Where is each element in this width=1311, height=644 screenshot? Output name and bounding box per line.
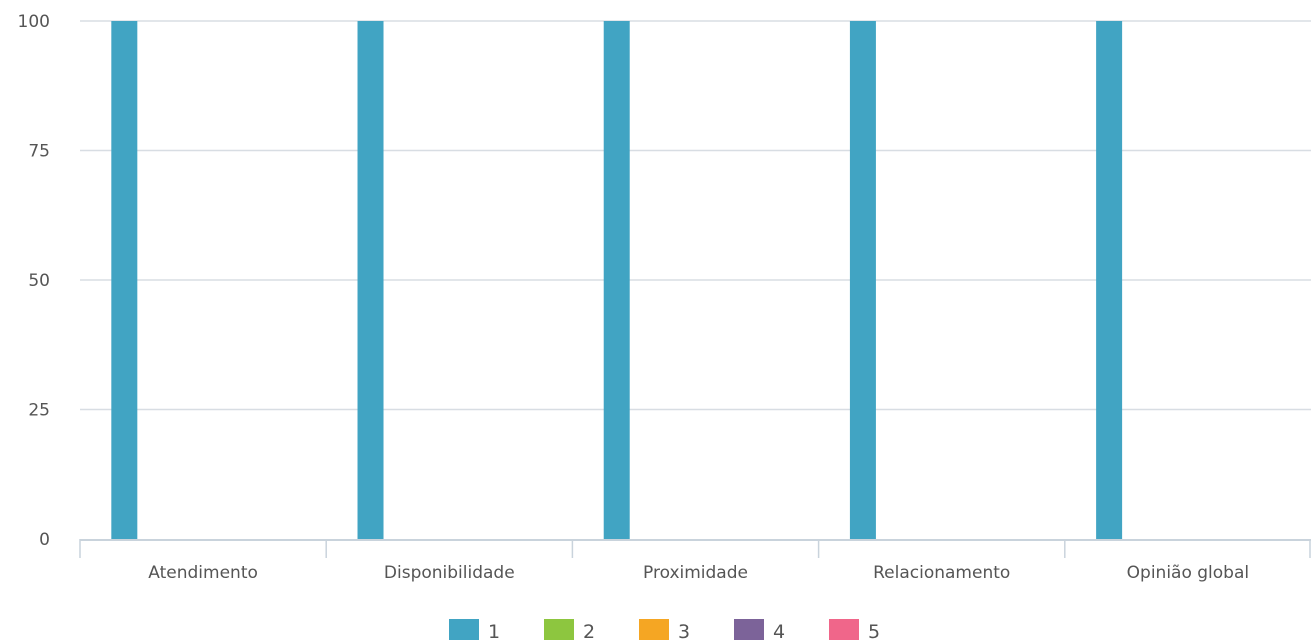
grid-lines xyxy=(80,20,1311,411)
bar-1-3[interactable] xyxy=(849,21,876,539)
y-tick-label: 75 xyxy=(28,142,50,162)
legend-label-1[interactable]: 1 xyxy=(488,621,500,643)
legend-swatch-3[interactable] xyxy=(639,619,669,640)
bar-1-1[interactable] xyxy=(357,21,384,539)
y-tick-label: 25 xyxy=(28,401,50,421)
x-axis xyxy=(79,539,1311,558)
legend: 1 2 3 4 5 xyxy=(449,619,880,643)
bar-1-2[interactable] xyxy=(603,21,630,539)
legend-label-3[interactable]: 3 xyxy=(678,621,690,643)
legend-label-2[interactable]: 2 xyxy=(583,621,595,643)
bars xyxy=(111,21,1123,539)
x-tick-label: Relacionamento xyxy=(873,563,1010,583)
y-tick-label: 0 xyxy=(39,530,50,550)
legend-label-4[interactable]: 4 xyxy=(773,621,785,643)
bar-1-4[interactable] xyxy=(1096,21,1123,539)
x-tick-label: Opinião global xyxy=(1127,563,1249,583)
y-tick-label: 50 xyxy=(28,271,50,291)
legend-swatch-4[interactable] xyxy=(734,619,764,640)
legend-swatch-1[interactable] xyxy=(449,619,479,640)
legend-swatch-5[interactable] xyxy=(829,619,859,640)
legend-swatch-2[interactable] xyxy=(544,619,574,640)
x-axis-labels: Atendimento Disponibilidade Proximidade Rel… xyxy=(148,563,1249,583)
y-axis-labels: 0 25 50 75 100 xyxy=(18,12,50,550)
x-tick-label: Proximidade xyxy=(643,563,748,583)
x-tick-label: Disponibilidade xyxy=(384,563,515,583)
x-tick-label: Atendimento xyxy=(148,563,258,583)
y-tick-label: 100 xyxy=(18,12,50,32)
legend-label-5[interactable]: 5 xyxy=(868,621,880,643)
bar-1-0[interactable] xyxy=(111,21,138,539)
